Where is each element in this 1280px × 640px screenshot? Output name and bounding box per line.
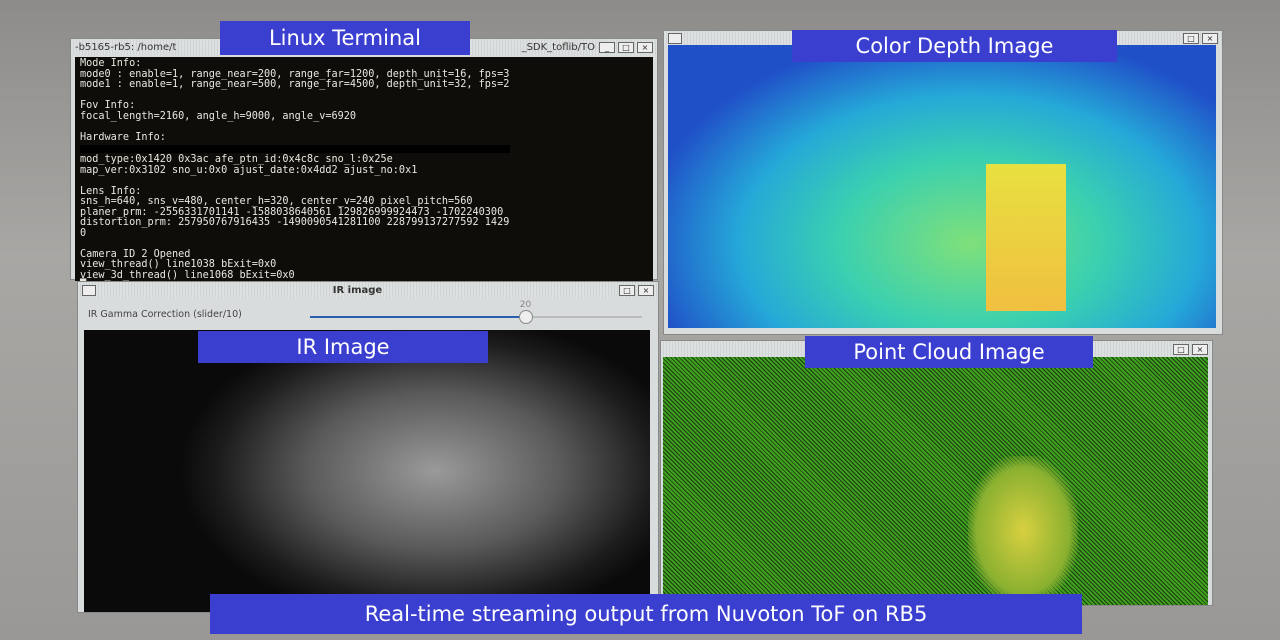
close-button[interactable]: × <box>1192 343 1208 355</box>
terminal-output[interactable]: Mode Info: mode0 : enable=1, range_near=… <box>75 57 653 281</box>
label-color-depth: Color Depth Image <box>792 30 1117 62</box>
caption: Real-time streaming output from Nuvoton … <box>210 594 1082 634</box>
terminal-title: -b5165-rb5: /home/t <box>75 41 177 53</box>
pointcloud-window[interactable]: □ × <box>660 340 1213 606</box>
ir-title: IR image <box>332 284 383 296</box>
maximize-button[interactable]: □ <box>1183 32 1199 44</box>
ir-image <box>84 330 650 612</box>
depth-window[interactable]: □ × <box>663 30 1223 335</box>
slider-handle[interactable] <box>518 310 533 324</box>
close-button[interactable]: × <box>1202 32 1218 44</box>
maximize-button[interactable]: □ <box>618 41 634 53</box>
window-menu-icon[interactable] <box>668 32 682 44</box>
gamma-slider[interactable]: 20 <box>310 300 642 324</box>
close-button[interactable]: × <box>637 41 653 53</box>
label-ir-image: IR Image <box>198 331 488 363</box>
slider-fill <box>310 316 526 318</box>
close-button[interactable]: × <box>638 284 654 296</box>
label-linux-terminal: Linux Terminal <box>220 21 470 55</box>
gamma-slider-row: IR Gamma Correction (slider/10) 20 <box>78 298 658 330</box>
color-depth-image <box>668 45 1216 328</box>
ir-window[interactable]: IR image □ × IR Gamma Correction (slider… <box>77 281 659 613</box>
terminal-window[interactable]: -b5165-rb5: /home/t _SDK_toflib/TO _ □ ×… <box>70 38 658 281</box>
minimize-button[interactable]: _ <box>599 41 615 53</box>
ir-titlebar[interactable]: IR image □ × <box>78 282 658 298</box>
redaction-bar <box>80 145 510 153</box>
terminal-text-a: Mode Info: mode0 : enable=1, range_near=… <box>80 58 510 143</box>
terminal-text-b: mod_type:0x1420 0x3ac afe_ptn_id:0x4c8c … <box>80 154 510 281</box>
window-menu-icon[interactable] <box>82 284 96 296</box>
maximize-button[interactable]: □ <box>619 284 635 296</box>
slider-value: 20 <box>519 300 532 310</box>
point-cloud-image <box>663 357 1208 605</box>
label-point-cloud: Point Cloud Image <box>805 336 1093 368</box>
gamma-slider-label: IR Gamma Correction (slider/10) <box>88 308 242 320</box>
terminal-title-path: _SDK_toflib/TO <box>521 41 595 53</box>
maximize-button[interactable]: □ <box>1173 343 1189 355</box>
